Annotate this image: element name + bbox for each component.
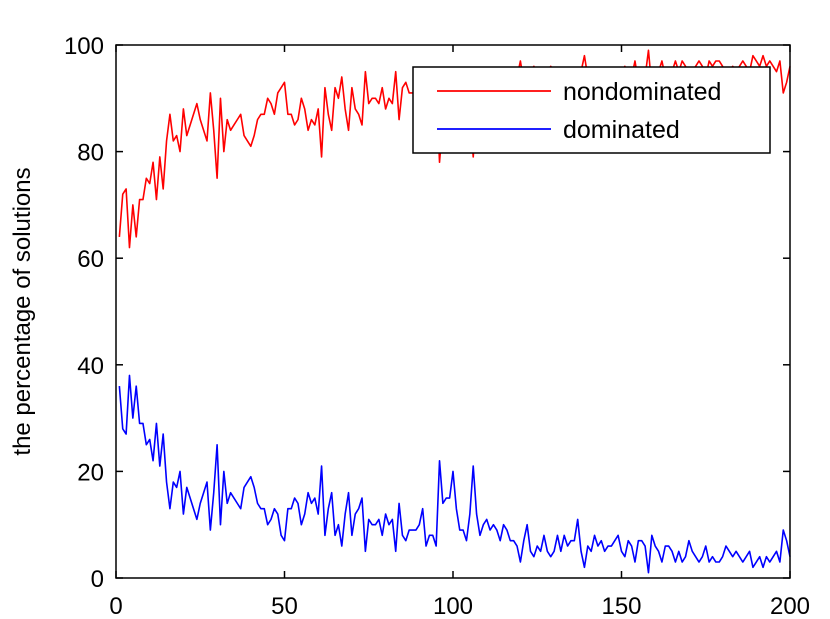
y-tick-label: 80: [77, 140, 104, 167]
legend-box: [412, 66, 771, 154]
x-tick-label: 0: [109, 593, 122, 619]
series-line-dominated: [118, 374, 791, 574]
legend: nondominated dominated: [412, 66, 771, 154]
x-tick-label: 150: [601, 593, 641, 619]
legend-label-dominated: dominated: [563, 116, 680, 144]
y-tick-label: 0: [91, 566, 104, 593]
x-tick-label: 200: [770, 593, 810, 619]
y-tick-label: 100: [64, 33, 104, 60]
y-tick-label: 40: [77, 353, 104, 380]
y-tick-label: 20: [77, 459, 104, 486]
y-axis-label: the percentage of solutions: [9, 167, 36, 455]
legend-label-nondominated: nondominated: [563, 78, 721, 106]
x-tick-label: 50: [271, 593, 298, 619]
ticks-layer: 0 50 100 150 200 0 20 40 60 80 100: [64, 33, 810, 619]
x-tick-label: 100: [433, 593, 473, 619]
y-tick-label: 60: [77, 246, 104, 273]
